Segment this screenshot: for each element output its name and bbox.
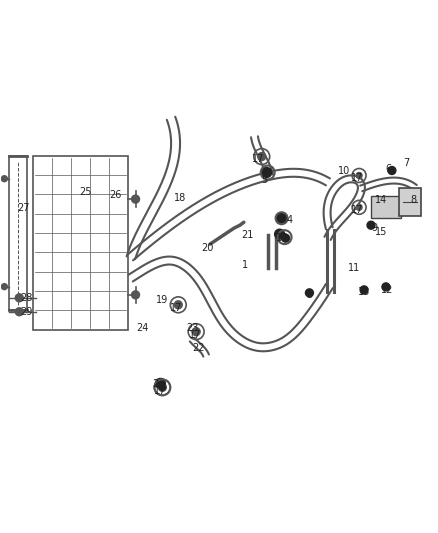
Text: 15: 15 <box>375 227 387 237</box>
Text: 17: 17 <box>189 329 201 340</box>
Circle shape <box>258 152 266 160</box>
Circle shape <box>265 169 271 175</box>
Text: 8: 8 <box>411 196 417 205</box>
Bar <box>371 196 401 218</box>
Circle shape <box>356 173 362 179</box>
Text: 14: 14 <box>375 196 387 205</box>
Circle shape <box>15 308 23 316</box>
Bar <box>399 188 421 216</box>
Circle shape <box>1 284 7 289</box>
Text: 29: 29 <box>20 307 32 317</box>
Bar <box>33 156 127 330</box>
Circle shape <box>15 294 23 302</box>
Text: 23: 23 <box>186 322 198 333</box>
Circle shape <box>159 383 166 391</box>
Text: 22: 22 <box>192 343 205 352</box>
Text: 5: 5 <box>261 175 268 185</box>
Circle shape <box>356 204 362 211</box>
Circle shape <box>282 234 290 242</box>
Circle shape <box>277 213 286 223</box>
Text: 16: 16 <box>276 233 288 243</box>
Circle shape <box>155 378 165 389</box>
Circle shape <box>131 291 140 299</box>
Circle shape <box>360 286 368 294</box>
Circle shape <box>279 215 285 221</box>
Circle shape <box>382 283 390 291</box>
Text: 9: 9 <box>371 223 377 233</box>
Circle shape <box>282 234 288 240</box>
Text: 26: 26 <box>110 190 122 200</box>
Text: 20: 20 <box>201 243 213 253</box>
Text: 17: 17 <box>351 173 363 183</box>
Text: 7: 7 <box>404 158 410 167</box>
Text: 17: 17 <box>154 386 166 397</box>
Circle shape <box>131 195 140 203</box>
Text: 27: 27 <box>17 203 29 213</box>
Text: 6: 6 <box>386 164 392 174</box>
Text: 1: 1 <box>242 260 248 270</box>
Circle shape <box>275 229 285 239</box>
Text: 17: 17 <box>351 205 363 215</box>
Text: 18: 18 <box>174 193 187 204</box>
Circle shape <box>388 166 396 174</box>
Text: 17: 17 <box>170 303 183 313</box>
Text: 11: 11 <box>348 263 360 273</box>
Text: 2: 2 <box>152 379 159 390</box>
Text: 21: 21 <box>242 230 254 240</box>
Text: 4: 4 <box>286 215 293 225</box>
Text: 13: 13 <box>358 287 370 297</box>
Circle shape <box>192 328 200 336</box>
Text: 24: 24 <box>136 322 148 333</box>
Text: 12: 12 <box>381 285 393 295</box>
Circle shape <box>159 384 165 390</box>
Text: 10: 10 <box>338 166 350 175</box>
Text: 17: 17 <box>251 154 264 164</box>
Circle shape <box>367 221 375 229</box>
Text: 25: 25 <box>80 188 92 197</box>
Text: 19: 19 <box>156 295 169 305</box>
Circle shape <box>174 301 182 309</box>
Text: 3: 3 <box>306 290 312 300</box>
Circle shape <box>305 289 314 297</box>
Text: 28: 28 <box>20 293 32 303</box>
Circle shape <box>1 176 7 182</box>
Circle shape <box>262 167 272 177</box>
Bar <box>9 156 27 310</box>
